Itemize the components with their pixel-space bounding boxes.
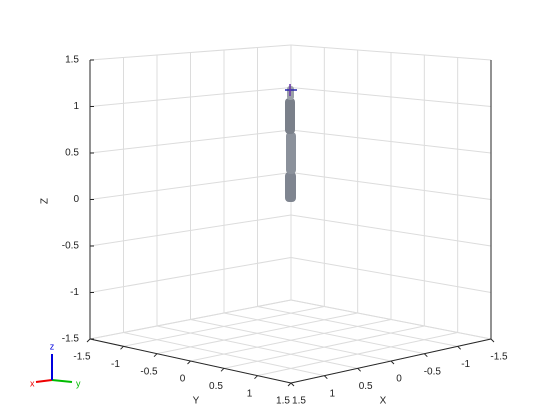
tick-mark [86, 338, 91, 343]
triad-x [35, 379, 53, 383]
tick-mark [153, 353, 158, 358]
robot-link [286, 132, 296, 174]
grid-line [290, 172, 492, 200]
y-tick-label: 1 [247, 388, 253, 399]
z-tick-label: 0 [73, 194, 79, 205]
tick-mark [457, 345, 462, 350]
tick-mark [287, 382, 292, 387]
tick-mark [357, 367, 362, 372]
triad-z-label: z [50, 341, 55, 351]
tick-mark [220, 367, 225, 372]
grid-line [290, 299, 492, 340]
robot-model [285, 84, 297, 202]
axes-box [86, 59, 495, 387]
grid-line [89, 299, 292, 340]
grid-line [290, 257, 492, 293]
x-tick-label: -0.5 [424, 366, 442, 377]
tick-mark [290, 382, 295, 387]
grid-line [223, 325, 425, 369]
tick-mark [187, 360, 191, 365]
y-tick-label: -0.5 [140, 366, 158, 377]
y-tick-label: -1.5 [73, 352, 91, 363]
y-axis-label: Y [193, 396, 200, 407]
grid-line [89, 87, 292, 107]
x-tick-label: -1 [461, 359, 470, 370]
tick-mark [254, 375, 258, 380]
triad-y-label: y [76, 378, 81, 388]
tick-mark [323, 375, 328, 380]
triad-y [51, 379, 73, 383]
x-axis-label: X [380, 396, 387, 407]
grid-line [156, 312, 358, 355]
y-tick-label: 0 [180, 374, 186, 385]
orientation-triad: x y z [30, 341, 81, 388]
grid-line [89, 172, 292, 200]
grid-line [89, 214, 292, 247]
grid [89, 44, 492, 384]
grid-line [89, 257, 292, 293]
y-tick-label: 0.5 [209, 381, 223, 392]
grid-line [89, 44, 292, 61]
grid-line [290, 44, 492, 61]
z-tick-label: 1.5 [65, 55, 79, 66]
z-tick-label: 1 [73, 101, 79, 112]
x-tick-label: 1.5 [292, 396, 306, 407]
grid-line [290, 87, 492, 107]
grid-line [89, 129, 292, 154]
robot-link [285, 172, 296, 202]
triad-x-label: x [30, 378, 35, 388]
tick-mark [423, 353, 428, 358]
y-tick-label: -1 [111, 359, 120, 370]
grid-line [190, 319, 392, 362]
x-tick-label: 0.5 [359, 381, 373, 392]
x-tick-label: -1.5 [490, 352, 508, 363]
z-axis-label: Z [40, 198, 51, 204]
tick-mark [490, 338, 495, 343]
robot-link [285, 98, 295, 134]
tick-mark [390, 360, 395, 365]
x-tick-label: 0 [396, 374, 402, 385]
z-tick-label: -1.5 [62, 334, 80, 345]
grid-line [290, 129, 492, 154]
z-tick-label: 0.5 [65, 148, 79, 159]
grid-line [257, 332, 458, 377]
y-tick-label: 1.5 [276, 396, 290, 407]
tick-mark [120, 345, 124, 350]
x-tick-label: 1 [330, 388, 336, 399]
grid-line [123, 306, 325, 347]
grid-line [290, 214, 492, 247]
z-tick-label: -0.5 [62, 241, 80, 252]
z-tick-label: -1 [70, 287, 79, 298]
